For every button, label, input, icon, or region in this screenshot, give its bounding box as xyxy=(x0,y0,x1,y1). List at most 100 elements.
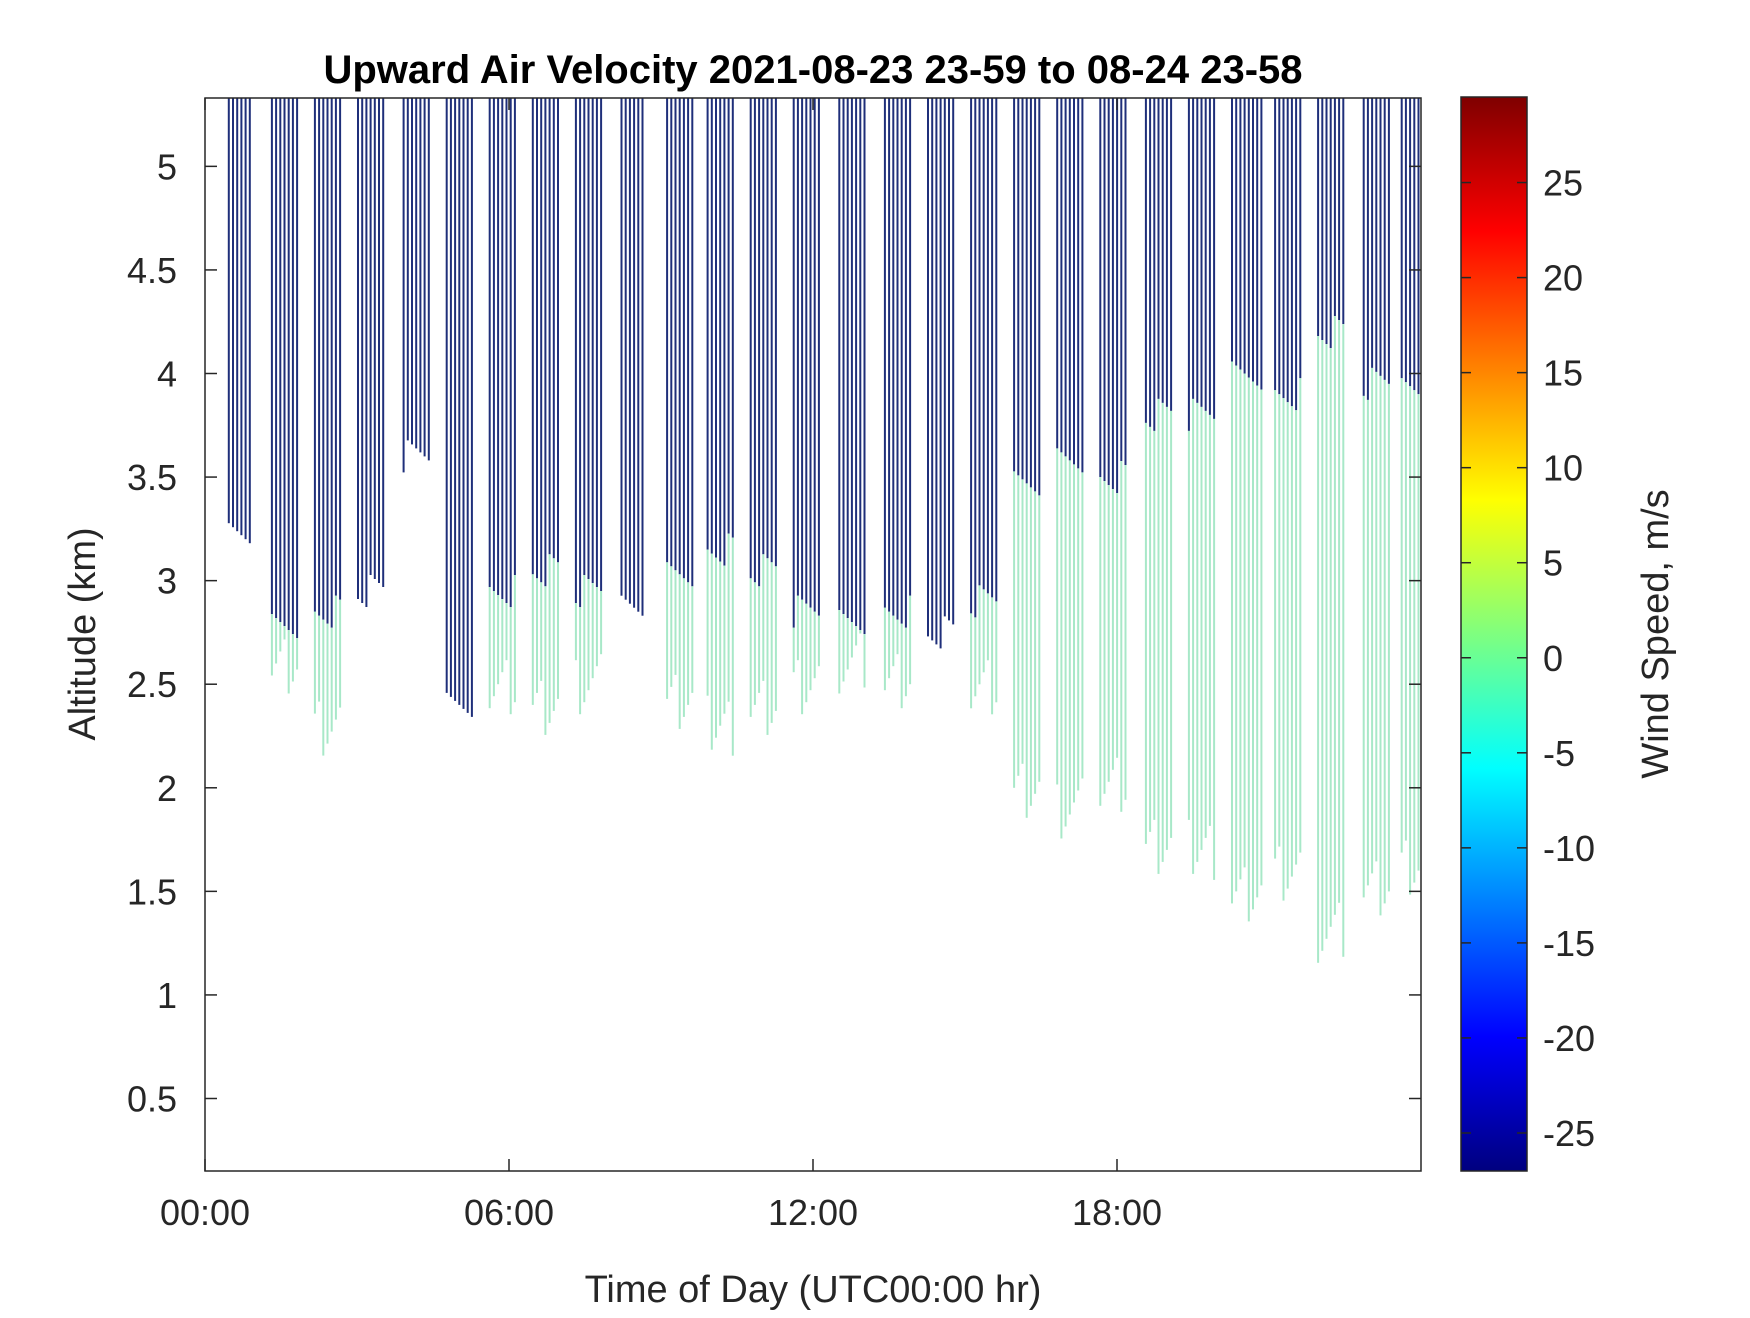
band-stripe-high xyxy=(1013,98,1016,472)
band-stripe-low xyxy=(513,575,516,703)
band-stripe-high xyxy=(1375,98,1378,372)
band-stripe-low xyxy=(275,618,278,664)
band-stripe-low xyxy=(313,611,316,714)
band-stripe-low xyxy=(1060,452,1063,839)
band-stripe-low xyxy=(762,554,765,681)
band-stripe-high xyxy=(1165,98,1168,407)
band-stripe-high xyxy=(419,98,422,453)
x-tick-label: 00:00 xyxy=(160,1192,250,1233)
band-stripe-high xyxy=(540,98,543,583)
band-stripe-high xyxy=(801,98,804,600)
band-stripe-high xyxy=(927,98,929,637)
band-stripe-low xyxy=(1064,456,1067,827)
y-tick-label: 4.5 xyxy=(127,250,177,291)
band-stripe-high xyxy=(813,98,816,612)
band-stripe-high xyxy=(991,98,994,598)
band-stripe-high xyxy=(986,98,989,594)
band-stripe-high xyxy=(1196,98,1199,403)
band-stripe-low xyxy=(544,586,547,735)
band-stripe-high xyxy=(641,98,644,616)
band-stripe-high xyxy=(805,98,808,604)
colorbar-tick-label: -25 xyxy=(1543,1113,1595,1154)
band-stripe-high xyxy=(244,98,247,540)
band-stripe-high xyxy=(1081,98,1084,473)
y-tick-label: 2.5 xyxy=(127,664,177,705)
band-stripe-high xyxy=(1124,98,1127,466)
band-stripe-low xyxy=(536,578,538,693)
band-stripe-low xyxy=(1077,468,1080,791)
band-stripe-low xyxy=(1286,402,1289,889)
band-stripe-high xyxy=(855,98,858,627)
band-stripe-low xyxy=(896,619,899,655)
band-stripe-high xyxy=(846,98,849,619)
band-stripe-high xyxy=(1231,98,1233,362)
band-stripe-high xyxy=(1325,98,1328,345)
band-stripe-low xyxy=(706,549,709,696)
band-stripe-high xyxy=(326,98,329,624)
band-stripe-high xyxy=(1157,98,1160,399)
band-stripe-high xyxy=(1317,98,1320,337)
band-stripe-high xyxy=(1161,98,1164,403)
band-stripe-low xyxy=(296,638,299,670)
band-stripe-high xyxy=(365,98,368,607)
band-stripe-high xyxy=(236,98,239,532)
y-tick-label: 5 xyxy=(157,146,177,187)
band-stripe-low xyxy=(1111,489,1114,770)
band-stripe-high xyxy=(454,98,457,701)
band-stripe-high xyxy=(1366,98,1369,400)
colorbar xyxy=(1460,96,1528,1172)
band-stripe-low xyxy=(1017,475,1020,776)
band-stripe-low xyxy=(1299,378,1302,853)
band-stripe-high xyxy=(995,98,998,602)
band-stripe-high xyxy=(330,98,333,628)
band-group xyxy=(706,98,734,756)
band-stripe-high xyxy=(666,98,669,563)
band-stripe-low xyxy=(666,562,669,699)
band-stripe-low xyxy=(715,557,717,738)
band-stripe-low xyxy=(1278,394,1281,847)
band-stripe-low xyxy=(850,622,853,658)
band-stripe-high xyxy=(587,98,590,579)
y-tick-label: 1 xyxy=(157,975,177,1016)
band-stripe-low xyxy=(330,627,333,732)
band-stripe-low xyxy=(574,603,577,661)
band-stripe-low xyxy=(1317,336,1320,963)
band-stripe-high xyxy=(1029,98,1032,488)
band-stripe-high xyxy=(1187,98,1190,431)
band-stripe-high xyxy=(723,98,726,566)
colorbar-ticks: -25 -20 -15 -10 -5 0 5 10 15 20 25 xyxy=(1461,163,1595,1154)
band-stripe-low xyxy=(583,575,586,703)
band-stripe-low xyxy=(1192,398,1195,874)
band-stripe-high xyxy=(470,98,473,717)
y-tick-label: 0.5 xyxy=(127,1079,177,1120)
band-stripe-low xyxy=(1187,430,1190,820)
band-stripe-high xyxy=(600,98,603,591)
colorbar-label: Wind Speed, m/s xyxy=(1635,489,1677,778)
band-stripe-high xyxy=(974,98,977,618)
y-tick-label: 3.5 xyxy=(127,457,177,498)
band-stripe-low xyxy=(1404,382,1407,841)
band-stripe-high xyxy=(691,98,694,587)
y-tick-label: 2 xyxy=(157,768,177,809)
band-stripe-high xyxy=(719,98,722,562)
band-stripe-high xyxy=(749,98,752,579)
band-stripe-high xyxy=(762,98,765,555)
band-stripe-high xyxy=(931,98,934,641)
band-stripe-low xyxy=(1243,373,1246,868)
band-stripe-low xyxy=(859,630,862,634)
band-stripe-high xyxy=(1153,98,1156,431)
band-stripe-high xyxy=(1073,98,1075,465)
band-stripe-low xyxy=(1400,378,1403,853)
band-stripe-low xyxy=(1144,422,1147,844)
band-stripe-high xyxy=(674,98,677,571)
band-stripe-high xyxy=(427,98,430,461)
band-stripe-high xyxy=(296,98,299,639)
band-group xyxy=(1400,98,1420,895)
band-stripe-high xyxy=(952,98,955,625)
band-stripe-low xyxy=(1295,410,1298,865)
band-stripe-high xyxy=(531,98,534,575)
band-stripe-high xyxy=(1099,98,1102,478)
band-stripe-low xyxy=(548,554,551,723)
colorbar-tick-label: 10 xyxy=(1543,448,1583,489)
band-stripe-high xyxy=(240,98,243,536)
